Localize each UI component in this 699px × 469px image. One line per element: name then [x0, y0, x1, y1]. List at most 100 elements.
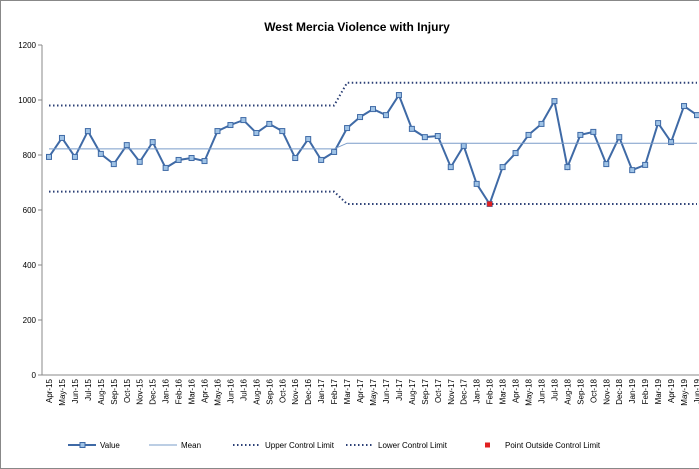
- data-point: [370, 106, 376, 113]
- x-tick-label: Jul-18: [550, 378, 559, 400]
- data-point: [97, 150, 104, 157]
- x-tick-label: Jun-15: [71, 378, 80, 403]
- x-tick-label: Mar-17: [343, 378, 352, 404]
- data-point: [603, 161, 610, 168]
- data-point: [525, 131, 532, 138]
- y-tick-label: 800: [23, 151, 37, 160]
- x-tick-label: Jun-19: [693, 378, 699, 403]
- data-point: [240, 117, 247, 124]
- data-point: [487, 201, 493, 207]
- y-tick-label: 0: [32, 371, 37, 380]
- x-tick-label: Nov-16: [291, 378, 300, 404]
- x-tick-label: Oct-18: [589, 378, 598, 403]
- data-point: [616, 134, 623, 141]
- data-point: [447, 164, 454, 171]
- data-point: [564, 164, 571, 171]
- x-tick-label: Mar-18: [499, 378, 508, 404]
- data-point: [344, 125, 351, 132]
- x-tick-label: Nov-15: [136, 378, 145, 404]
- x-tick-label: Jan-16: [162, 378, 171, 403]
- x-tick-label: Nov-17: [447, 378, 456, 404]
- x-tick-label: Dec-15: [149, 378, 158, 404]
- legend-label: Lower Control Limit: [378, 441, 448, 450]
- data-point: [538, 120, 545, 127]
- data-point: [58, 134, 65, 141]
- x-tick-label: Apr-19: [667, 378, 676, 403]
- y-tick-label: 1000: [18, 96, 36, 105]
- data-point: [382, 112, 389, 119]
- x-tick-label: Jan-17: [317, 378, 326, 403]
- data-point: [110, 161, 117, 168]
- x-tick-label: Apr-17: [356, 378, 365, 403]
- x-tick-label: Apr-18: [512, 378, 521, 403]
- data-point: [266, 120, 273, 127]
- x-tick-label: Feb-18: [486, 378, 495, 404]
- series-line: [49, 142, 697, 150]
- legend-marker: [485, 442, 490, 448]
- x-tick-label: Apr-16: [201, 378, 210, 403]
- data-point: [551, 98, 558, 105]
- x-tick-label: Jan-18: [473, 378, 482, 403]
- y-tick-label: 1200: [18, 41, 36, 50]
- x-tick-label: Oct-16: [278, 378, 287, 403]
- x-tick-label: Sep-18: [576, 378, 585, 404]
- series-line: [49, 81, 697, 107]
- data-point: [655, 120, 662, 127]
- legend-label: Value: [100, 441, 120, 450]
- x-tick-label: Jun-18: [537, 378, 546, 403]
- data-point: [162, 164, 169, 171]
- data-point: [434, 133, 441, 140]
- legend-label: Point Outside Control Limit: [505, 441, 601, 450]
- x-tick-label: Dec-17: [460, 378, 469, 404]
- data-point: [642, 161, 649, 168]
- data-point: [253, 130, 260, 136]
- data-point: [590, 128, 597, 135]
- data-point: [201, 158, 208, 165]
- x-tick-label: May-18: [525, 378, 534, 405]
- data-point: [629, 167, 636, 174]
- data-point: [694, 112, 699, 119]
- data-point: [421, 134, 428, 141]
- data-point: [357, 114, 364, 121]
- legend-label: Upper Control Limit: [265, 441, 335, 450]
- x-tick-label: Nov-18: [602, 378, 611, 404]
- x-tick-label: Sep-16: [265, 378, 274, 404]
- x-tick-label: May-19: [680, 378, 689, 405]
- x-tick-label: Jun-16: [226, 378, 235, 403]
- x-tick-label: Dec-16: [304, 378, 313, 404]
- x-tick-label: May-16: [213, 378, 222, 405]
- data-point: [681, 103, 688, 110]
- x-tick-label: May-15: [58, 378, 67, 405]
- data-point: [473, 180, 480, 187]
- data-point: [123, 142, 130, 149]
- x-tick-label: Feb-19: [641, 378, 650, 404]
- x-tick-label: Feb-16: [175, 378, 184, 404]
- data-point: [149, 139, 156, 146]
- data-point: [188, 155, 195, 162]
- data-point: [305, 136, 312, 143]
- x-tick-label: Jun-17: [382, 378, 391, 403]
- data-point: [460, 142, 467, 149]
- x-tick-label: Aug-16: [252, 378, 261, 404]
- x-tick-label: Mar-19: [654, 378, 663, 404]
- data-point: [512, 150, 519, 157]
- data-point: [318, 156, 325, 163]
- data-point: [214, 128, 221, 135]
- x-tick-label: Aug-15: [97, 378, 106, 404]
- x-tick-label: Apr-15: [45, 378, 54, 403]
- data-point: [71, 153, 78, 160]
- x-tick-label: Mar-16: [188, 378, 197, 404]
- x-tick-label: Sep-17: [421, 378, 430, 404]
- data-point: [408, 125, 415, 132]
- x-tick-label: Feb-17: [330, 378, 339, 404]
- x-tick-label: Jul-17: [395, 378, 404, 400]
- x-tick-label: Sep-15: [110, 378, 119, 404]
- data-point: [136, 158, 143, 165]
- series-line: [49, 190, 697, 205]
- data-point: [292, 155, 299, 162]
- x-tick-label: Jul-16: [239, 378, 248, 400]
- x-tick-label: Oct-15: [123, 378, 132, 403]
- legend-marker: [79, 442, 86, 448]
